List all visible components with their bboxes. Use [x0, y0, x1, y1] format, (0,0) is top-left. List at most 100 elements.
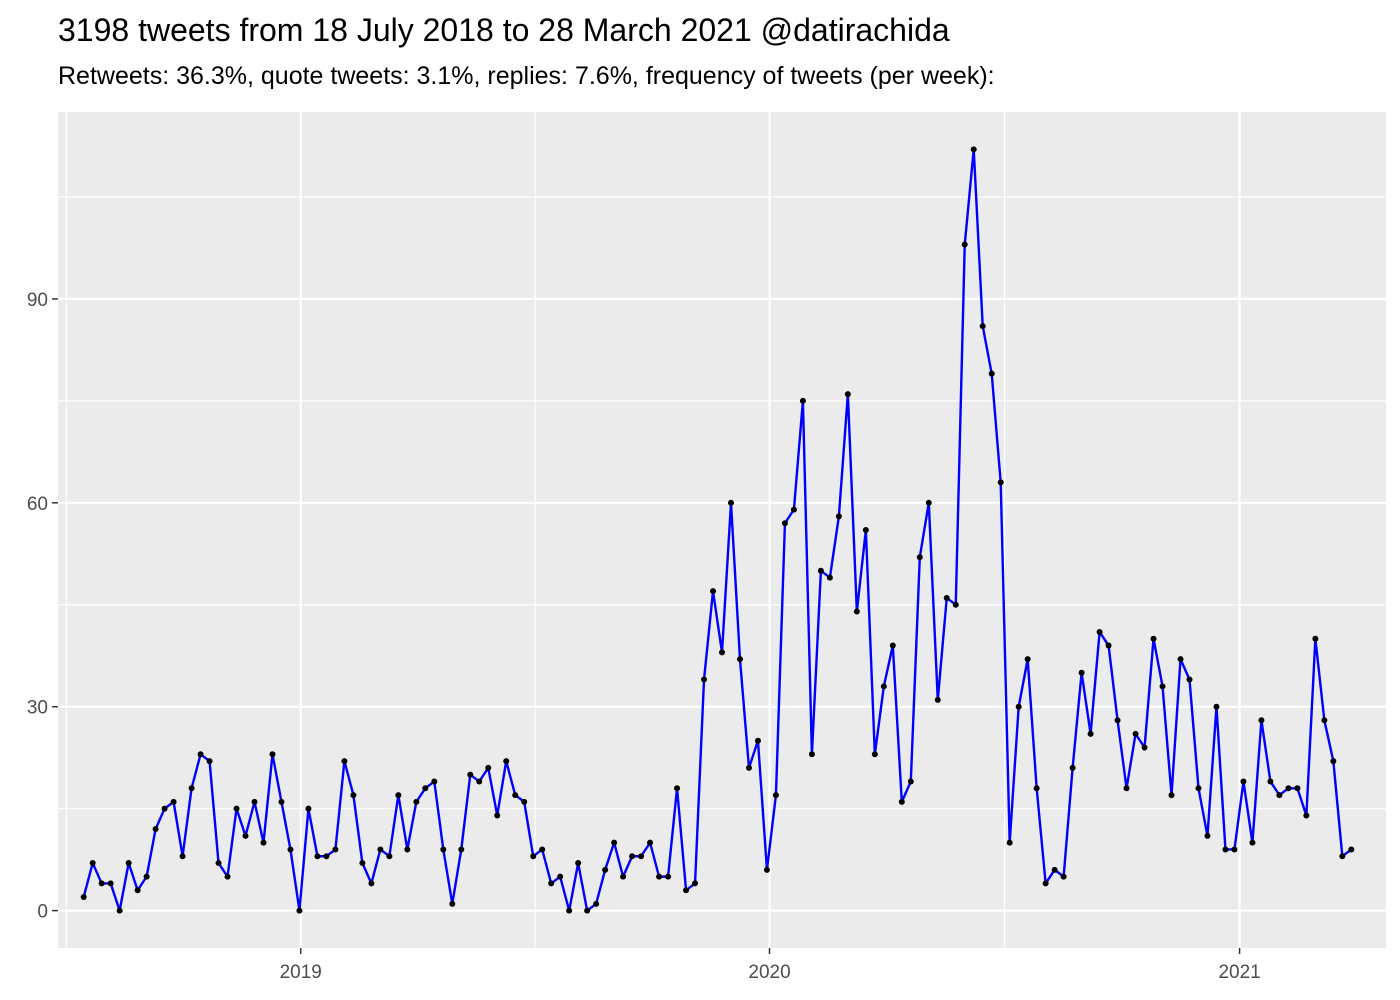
- data-point: [548, 880, 555, 887]
- data-point: [889, 642, 896, 649]
- data-point: [736, 656, 743, 663]
- data-point: [98, 880, 105, 887]
- data-point: [719, 649, 725, 656]
- data-point: [125, 860, 132, 867]
- data-point: [817, 567, 824, 574]
- chart-subtitle: Retweets: 36.3%, quote tweets: 3.1%, rep…: [58, 62, 995, 90]
- data-point: [808, 751, 815, 758]
- plot-panel: [58, 112, 1386, 948]
- data-point: [916, 554, 923, 561]
- data-point: [1069, 764, 1076, 771]
- data-point: [395, 792, 402, 799]
- data-point: [404, 846, 411, 853]
- data-point: [458, 846, 465, 853]
- data-point: [233, 805, 240, 812]
- series-group: [80, 146, 1355, 914]
- data-point: [1204, 832, 1211, 839]
- data-point: [188, 785, 195, 792]
- data-point: [467, 771, 474, 778]
- data-point: [449, 900, 456, 907]
- data-point: [1285, 785, 1292, 792]
- chart-title: 3198 tweets from 18 July 2018 to 28 Marc…: [58, 12, 950, 48]
- data-point: [727, 499, 734, 506]
- data-point: [341, 758, 348, 765]
- data-point: [638, 853, 645, 860]
- data-point: [278, 798, 285, 805]
- data-point: [206, 758, 213, 765]
- data-point: [970, 146, 977, 153]
- data-point: [1303, 812, 1310, 819]
- data-point: [1168, 792, 1175, 799]
- data-point: [934, 696, 941, 703]
- data-point: [350, 792, 357, 799]
- data-point: [1150, 635, 1157, 642]
- data-point: [1240, 778, 1247, 785]
- data-point: [152, 826, 159, 833]
- data-point: [80, 894, 87, 901]
- data-point: [1015, 703, 1022, 710]
- data-point: [665, 873, 672, 880]
- data-point: [898, 798, 905, 805]
- data-point: [1195, 785, 1202, 792]
- data-point: [1177, 656, 1184, 663]
- data-point: [1024, 656, 1031, 663]
- data-point: [602, 866, 609, 873]
- data-point: [566, 907, 573, 914]
- data-point: [1060, 873, 1067, 880]
- data-point: [440, 846, 447, 853]
- y-tick-label: 60: [27, 494, 48, 515]
- data-point: [1114, 717, 1121, 724]
- data-point: [835, 513, 842, 520]
- minor-gridlines: [58, 112, 1386, 948]
- data-point: [143, 873, 150, 880]
- data-point: [979, 323, 986, 330]
- data-point: [368, 880, 375, 887]
- data-point: [242, 832, 249, 839]
- data-point: [557, 873, 564, 880]
- data-point: [997, 479, 1004, 486]
- data-point: [89, 860, 96, 867]
- data-point: [1231, 846, 1238, 853]
- data-point: [503, 758, 510, 765]
- data-point: [476, 778, 483, 785]
- data-point: [781, 520, 788, 527]
- data-point: [701, 676, 708, 683]
- data-point: [134, 887, 141, 894]
- data-point: [862, 527, 869, 533]
- data-point: [224, 873, 231, 880]
- data-point: [692, 880, 699, 887]
- data-point: [386, 853, 393, 860]
- data-point: [925, 499, 932, 506]
- data-point: [754, 737, 761, 744]
- data-point: [763, 866, 770, 873]
- x-tick-label: 2020: [748, 962, 790, 983]
- data-point: [1042, 880, 1049, 887]
- data-point: [1330, 758, 1337, 765]
- data-point: [1033, 785, 1040, 792]
- data-point: [943, 594, 950, 601]
- data-point: [961, 241, 968, 248]
- data-point: [107, 880, 114, 887]
- data-point: [844, 391, 851, 398]
- data-point: [539, 846, 546, 853]
- data-point: [1006, 839, 1013, 846]
- data-point: [674, 785, 681, 792]
- series-line: [82, 148, 1353, 912]
- y-tick-label: 0: [37, 902, 48, 923]
- data-point: [530, 853, 537, 860]
- data-point: [593, 900, 600, 907]
- data-point: [1141, 744, 1148, 751]
- data-point: [377, 846, 384, 853]
- data-point: [1294, 785, 1301, 792]
- data-point: [683, 887, 690, 894]
- data-point: [1312, 635, 1319, 642]
- data-point: [1159, 683, 1166, 690]
- data-point: [422, 785, 429, 792]
- data-point: [494, 812, 501, 819]
- data-point: [512, 792, 519, 799]
- data-point: [1213, 703, 1220, 710]
- data-point: [1087, 730, 1094, 737]
- y-tick-label: 30: [27, 698, 48, 719]
- data-point: [161, 805, 168, 812]
- data-point: [656, 873, 663, 880]
